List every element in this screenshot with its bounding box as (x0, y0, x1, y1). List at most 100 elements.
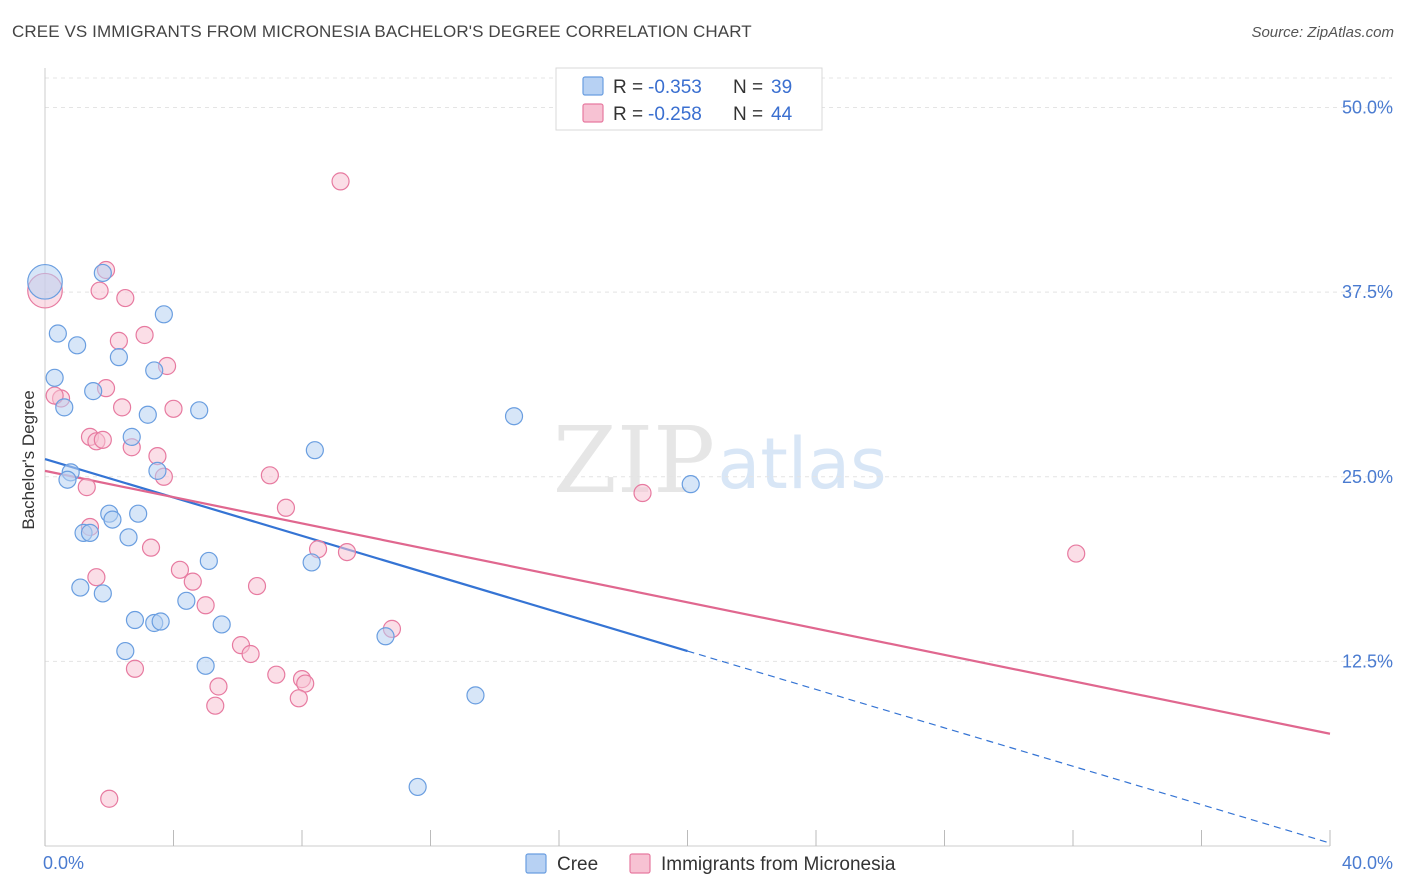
source-credit: Source: ZipAtlas.com (1251, 24, 1394, 41)
micronesia-point-27 (1067, 544, 1086, 563)
micronesia-point-41 (289, 689, 308, 708)
cree-point-18 (681, 475, 700, 494)
legend-n-value-cree: 39 (771, 77, 792, 98)
cree-point-37 (466, 686, 485, 705)
micronesia-point-1 (331, 172, 350, 191)
cree-point-23 (80, 523, 100, 542)
legend-n-value-micronesia: 44 (771, 104, 793, 125)
cree-point-24 (119, 528, 138, 547)
correlation-legend: R = -0.353 N = 39 R = -0.258 N = 44 (555, 67, 823, 131)
micronesia-point-37 (267, 665, 286, 684)
legend-r-label-cree: R = (613, 77, 643, 98)
cree-point-35 (116, 641, 135, 661)
cree-point-3 (68, 336, 87, 355)
cree-point-0 (27, 263, 63, 300)
micronesia-point-3 (90, 281, 109, 300)
micronesia-point-5 (135, 325, 154, 345)
cree-point-34 (376, 627, 395, 646)
cree-point-2 (93, 263, 112, 283)
cree-point-26 (302, 553, 321, 572)
cree-point-27 (71, 578, 90, 597)
cree-point-11 (190, 401, 209, 420)
legend-n-label-cree: N = (733, 77, 763, 98)
legend-r-value-micronesia: -0.258 (648, 104, 702, 125)
axes (44, 68, 1331, 847)
micronesia-point-21 (633, 483, 652, 503)
cree-point-9 (84, 382, 103, 401)
trend-line-cree (44, 457, 1331, 844)
micronesia-point-22 (276, 498, 296, 517)
legend-r-value-cree: -0.353 (648, 77, 702, 98)
micronesia-point-24 (141, 538, 161, 557)
micronesia-point-36 (125, 659, 145, 678)
cree-point-14 (305, 441, 324, 460)
micronesia-point-4 (116, 288, 135, 308)
trend-cree-dashed (687, 650, 1331, 844)
bottom-legend-swatch-micronesia (629, 853, 651, 874)
cree-point-29 (177, 591, 196, 610)
chart-title: CREE VS IMMIGRANTS FROM MICRONESIA BACHE… (12, 22, 752, 41)
micronesia-point-31 (247, 576, 267, 596)
tick-labels: 12.5% 25.0% 37.5% 50.0% 0.0% 40.0% (43, 98, 1393, 873)
legend-swatch-cree (582, 76, 604, 96)
cree-point-28 (93, 584, 112, 603)
trend-micronesia-solid (44, 469, 1331, 735)
micronesia-point-19 (260, 466, 279, 485)
cree-point-5 (45, 368, 64, 387)
y-tick-label-1: 25.0% (1342, 467, 1393, 487)
micronesia-point-12 (45, 386, 64, 405)
micronesia-point-15 (93, 430, 112, 449)
cree-point-13 (122, 427, 141, 446)
series-legend: Cree Immigrants from Micronesia (525, 853, 896, 875)
y-axis-label: Bachelor's Degree (19, 390, 38, 529)
bottom-legend-label-cree: Cree (557, 854, 598, 875)
watermark-zip: ZIP (553, 407, 715, 514)
micronesia-point-30 (183, 572, 202, 591)
legend-r-label-micronesia: R = (613, 104, 643, 125)
cree-point-1 (48, 324, 67, 343)
bottom-legend-label-micronesia: Immigrants from Micronesia (661, 854, 896, 875)
micronesia-point-28 (170, 560, 190, 579)
legend-n-label-micronesia: N = (733, 104, 763, 125)
points-cree (27, 263, 700, 797)
micronesia-point-26 (337, 542, 357, 562)
trend-line-micronesia (44, 469, 1331, 735)
x-tick-label-1: 40.0% (1342, 853, 1393, 873)
cree-point-4 (154, 305, 173, 324)
trend-cree-solid (44, 457, 688, 653)
grid-lines (45, 77, 1392, 662)
micronesia-point-29 (87, 568, 106, 587)
cree-point-6 (109, 348, 128, 367)
x-tick-label-0: 0.0% (43, 853, 84, 873)
micronesia-point-6 (109, 331, 128, 350)
watermark-atlas: atlas (717, 423, 886, 505)
micronesia-point-42 (206, 696, 225, 715)
cree-point-33 (212, 615, 231, 634)
cree-point-12 (504, 407, 524, 426)
micronesia-point-40 (209, 677, 228, 696)
cree-point-8 (55, 398, 74, 417)
micronesia-point-32 (196, 596, 215, 615)
micronesia-point-35 (241, 644, 260, 664)
cree-point-30 (125, 610, 145, 630)
cree-point-21 (103, 510, 122, 529)
micronesia-point-11 (164, 399, 183, 418)
micronesia-point-43 (100, 789, 119, 808)
cree-point-25 (199, 551, 218, 571)
bottom-legend-swatch-cree (525, 853, 547, 874)
cree-point-7 (145, 361, 164, 380)
cree-point-17 (148, 461, 167, 480)
y-tick-label-0: 12.5% (1342, 651, 1393, 671)
cree-point-20 (129, 504, 148, 523)
cree-point-32 (151, 612, 170, 631)
legend-swatch-micronesia (582, 103, 604, 123)
y-tick-label-3: 50.0% (1342, 98, 1393, 118)
cree-point-10 (138, 405, 157, 424)
micronesia-point-10 (112, 398, 132, 417)
cree-point-16 (58, 470, 77, 489)
cree-point-36 (196, 656, 215, 675)
micronesia-point-20 (77, 478, 96, 497)
cree-point-38 (408, 777, 427, 797)
y-tick-label-2: 37.5% (1342, 282, 1393, 302)
